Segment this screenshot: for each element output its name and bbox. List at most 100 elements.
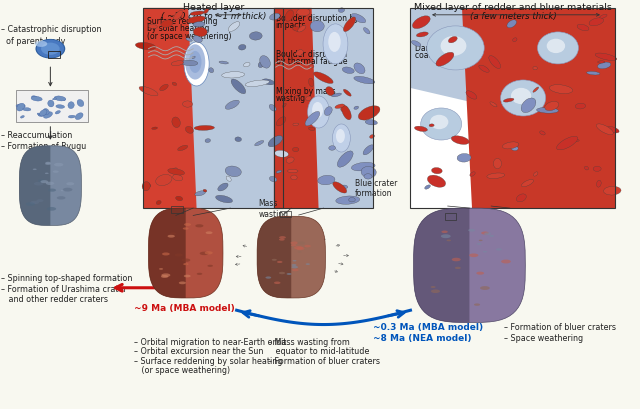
Ellipse shape [297, 9, 310, 17]
Ellipse shape [336, 130, 345, 144]
Ellipse shape [306, 97, 312, 101]
Ellipse shape [225, 101, 239, 110]
Ellipse shape [363, 146, 374, 155]
Ellipse shape [184, 275, 191, 278]
Text: – Reaccumulation: – Reaccumulation [1, 131, 72, 140]
Ellipse shape [41, 43, 60, 56]
Ellipse shape [479, 66, 489, 73]
Ellipse shape [195, 191, 205, 196]
Ellipse shape [476, 272, 484, 275]
Text: Heated layer: Heated layer [183, 3, 244, 12]
Ellipse shape [440, 37, 467, 57]
Ellipse shape [68, 116, 75, 119]
Ellipse shape [358, 106, 380, 121]
Ellipse shape [36, 40, 64, 58]
Ellipse shape [184, 224, 191, 226]
Ellipse shape [305, 112, 320, 127]
Ellipse shape [152, 128, 157, 130]
Ellipse shape [298, 252, 301, 253]
Ellipse shape [276, 171, 282, 174]
Ellipse shape [479, 240, 483, 242]
Ellipse shape [47, 207, 56, 211]
Ellipse shape [335, 105, 344, 109]
Ellipse shape [431, 286, 436, 288]
Ellipse shape [190, 12, 204, 16]
Ellipse shape [336, 196, 360, 205]
Text: Boulder disruption: Boulder disruption [276, 49, 347, 58]
Polygon shape [274, 9, 319, 209]
Ellipse shape [449, 37, 457, 44]
Ellipse shape [487, 173, 505, 179]
Ellipse shape [282, 104, 286, 108]
Bar [274, 9, 373, 209]
Text: wasting: wasting [276, 94, 306, 103]
Text: (or space weathering): (or space weathering) [134, 365, 230, 374]
Ellipse shape [250, 33, 262, 41]
Ellipse shape [370, 135, 374, 139]
Ellipse shape [575, 104, 586, 110]
Ellipse shape [161, 274, 170, 277]
Ellipse shape [354, 64, 365, 74]
Ellipse shape [285, 11, 294, 22]
Ellipse shape [204, 9, 209, 15]
Ellipse shape [468, 229, 475, 232]
Ellipse shape [291, 266, 298, 269]
Ellipse shape [466, 92, 477, 100]
Polygon shape [148, 209, 186, 298]
Ellipse shape [451, 137, 469, 145]
Ellipse shape [507, 21, 516, 29]
Ellipse shape [268, 136, 283, 147]
Ellipse shape [513, 39, 517, 43]
Ellipse shape [297, 242, 305, 245]
Text: ~8 Ma (NEA model): ~8 Ma (NEA model) [373, 333, 472, 342]
Ellipse shape [501, 260, 511, 264]
Ellipse shape [429, 125, 434, 128]
Ellipse shape [243, 63, 250, 67]
Text: impacts: impacts [276, 21, 306, 30]
Ellipse shape [44, 112, 52, 119]
Text: Surface reddening: Surface reddening [147, 17, 217, 26]
Ellipse shape [146, 184, 151, 187]
Ellipse shape [308, 128, 315, 131]
Ellipse shape [425, 185, 430, 190]
Ellipse shape [38, 180, 45, 183]
Ellipse shape [427, 27, 484, 71]
Ellipse shape [159, 268, 163, 270]
Text: – Formation of bluer craters: – Formation of bluer craters [268, 356, 380, 365]
Text: – Mass wasting from: – Mass wasting from [268, 337, 349, 346]
Ellipse shape [168, 169, 184, 175]
Ellipse shape [351, 163, 375, 171]
Ellipse shape [26, 203, 35, 206]
Ellipse shape [23, 108, 31, 112]
Ellipse shape [272, 259, 277, 261]
Ellipse shape [354, 107, 358, 110]
Ellipse shape [430, 115, 449, 130]
Ellipse shape [55, 111, 60, 115]
Polygon shape [257, 217, 325, 298]
Ellipse shape [161, 21, 173, 28]
Bar [274, 9, 373, 209]
Ellipse shape [323, 25, 348, 65]
Ellipse shape [480, 286, 490, 290]
Ellipse shape [195, 31, 209, 36]
Ellipse shape [54, 163, 63, 167]
Ellipse shape [277, 261, 282, 263]
Text: Dark fine grains: Dark fine grains [415, 43, 477, 52]
Ellipse shape [185, 45, 205, 80]
Ellipse shape [216, 196, 232, 203]
Ellipse shape [295, 96, 299, 99]
Polygon shape [143, 9, 196, 209]
Ellipse shape [349, 198, 355, 202]
Ellipse shape [48, 189, 56, 192]
Ellipse shape [196, 273, 202, 275]
Polygon shape [148, 209, 223, 298]
Ellipse shape [317, 176, 335, 185]
Ellipse shape [364, 174, 372, 180]
Ellipse shape [76, 114, 83, 120]
Ellipse shape [287, 273, 292, 275]
Ellipse shape [431, 168, 442, 174]
Ellipse shape [16, 105, 26, 108]
Ellipse shape [593, 167, 601, 172]
Text: of parent body: of parent body [1, 36, 65, 45]
Ellipse shape [231, 80, 246, 94]
